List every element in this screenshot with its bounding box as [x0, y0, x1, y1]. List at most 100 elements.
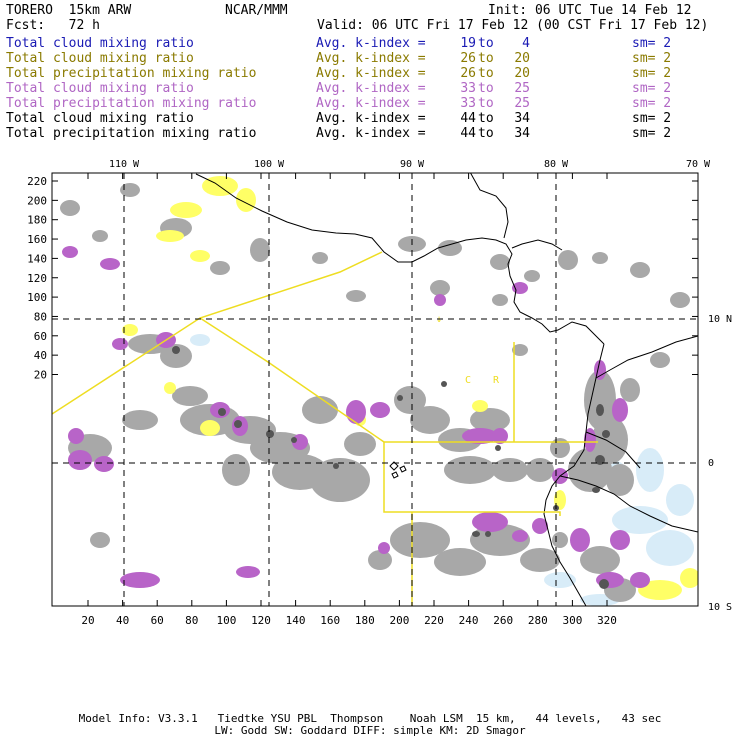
- legend-avg-label: Avg. k-index =: [316, 66, 426, 81]
- legend-range-from: 26: [460, 51, 476, 66]
- field-blob: [554, 490, 566, 510]
- x-tick-label: 320: [597, 614, 617, 627]
- field-blob: [638, 580, 682, 600]
- legend-avg-label: Avg. k-index =: [316, 96, 426, 111]
- legend-range-to-word: to: [478, 51, 494, 66]
- x-tick-label: 80: [185, 614, 198, 627]
- y-tick-label: 180: [27, 214, 47, 227]
- field-blob: [584, 428, 596, 452]
- field-blob: [344, 432, 376, 456]
- field-blob: [346, 400, 366, 424]
- region-label-c: C: [465, 375, 471, 386]
- mexico-coast: [195, 173, 605, 345]
- field-blob: [234, 420, 242, 428]
- x-tick-label: 200: [389, 614, 409, 627]
- latitude-label: 10 S: [708, 602, 732, 613]
- latitude-label: 10 N: [708, 314, 732, 325]
- field-blob: [94, 456, 114, 472]
- legend-row: Total cloud mixing ratio Avg. k-index = 19…: [6, 36, 736, 51]
- init-time: Init: 06 UTC Tue 14 Feb 12: [488, 3, 692, 18]
- y-tick-label: 20: [34, 369, 47, 382]
- field-blob: [485, 531, 491, 537]
- field-blob: [680, 568, 698, 588]
- x-tick-label: 180: [355, 614, 375, 627]
- field-blob: [470, 408, 510, 432]
- field-blob: [397, 395, 403, 401]
- x-tick-label: 140: [286, 614, 306, 627]
- legend-smoothing: sm= 2: [632, 51, 672, 66]
- legend-row: Total precipitation mixing ratio Avg. k-i…: [6, 126, 736, 141]
- field-blob: [512, 344, 528, 356]
- field-blob: [156, 230, 184, 242]
- map-panel: ↓ C R 20 40 60 80 100 120 140 160 180 200 220 240 26…: [27, 159, 732, 627]
- field-blob: [612, 506, 668, 534]
- field-blob: [495, 445, 501, 451]
- y-tick-label: 60: [34, 330, 47, 343]
- field-blob: [584, 370, 616, 430]
- x-tick-label: 120: [251, 614, 271, 627]
- valid-time: Valid: 06 UTC Fri 17 Feb 12 (00 CST Fri …: [317, 18, 709, 33]
- legend-avg-label: Avg. k-index =: [316, 126, 426, 141]
- field-blob: [222, 454, 250, 486]
- legend-range-from: 44: [460, 126, 476, 141]
- field-blob: [122, 324, 138, 336]
- field-blob: [112, 338, 128, 350]
- field-blob: [592, 252, 608, 264]
- legend-range-from: 26: [460, 66, 476, 81]
- field-blob: [630, 262, 650, 278]
- x-tick-label: 220: [424, 614, 444, 627]
- south-america-interior: [595, 335, 698, 379]
- longitude-label: 80 W: [544, 159, 569, 170]
- field-blob: [610, 530, 630, 550]
- latitude-label: 0: [708, 458, 714, 469]
- legend-field-name: Total precipitation mixing ratio: [6, 96, 257, 111]
- legend-field-name: Total cloud mixing ratio: [6, 51, 194, 66]
- legend-range-to-word: to: [478, 96, 494, 111]
- field-blob: [441, 381, 447, 387]
- legend-range-from: 44: [460, 111, 476, 126]
- field-blob: [266, 430, 274, 438]
- legend-range-to: 4: [522, 36, 530, 51]
- map-frame: [51, 172, 699, 607]
- field-blob: [472, 512, 508, 532]
- field-blob: [291, 437, 297, 443]
- legend-row: Total cloud mixing ratio Avg. k-index = 26…: [6, 51, 736, 66]
- legend-range-to-word: to: [478, 36, 494, 51]
- legend-range-to-word: to: [478, 81, 494, 96]
- boundary-west: [199, 317, 385, 443]
- model-info-line: Model Info: V3.3.1 Tiedtke YSU PBL Thomp…: [78, 712, 662, 725]
- x-tick-label: 240: [459, 614, 479, 627]
- field-blob: [410, 406, 450, 434]
- legend-row: Total precipitation mixing ratio Avg. k-i…: [6, 66, 736, 81]
- legend-field-name: Total precipitation mixing ratio: [6, 126, 257, 141]
- longitude-label: 100 W: [254, 159, 285, 170]
- legend-smoothing: sm= 2: [632, 66, 672, 81]
- legend-range-to: 25: [514, 81, 530, 96]
- galapagos: [389, 461, 407, 479]
- field-blob: [492, 458, 528, 482]
- longitude-label: 90 W: [400, 159, 425, 170]
- yucatan-coast: [469, 173, 509, 239]
- legend-smoothing: sm= 2: [632, 96, 672, 111]
- x-tick-label: 300: [562, 614, 582, 627]
- field-blob: [526, 458, 554, 482]
- longitude-label: 110 W: [109, 159, 140, 170]
- field-blob: [172, 386, 208, 406]
- caribbean-coast: [511, 239, 563, 251]
- legend-range-to: 25: [514, 96, 530, 111]
- field-blob: [170, 202, 202, 218]
- field-blob: [492, 428, 508, 444]
- field-blob: [558, 250, 578, 270]
- legend-range-from: 33: [460, 96, 476, 111]
- model-title: TORERO 15km ARW: [6, 3, 132, 18]
- legend-field-name: Total cloud mixing ratio: [6, 81, 194, 96]
- field-blob: [444, 456, 496, 484]
- field-blob: [434, 548, 486, 576]
- field-blob: [630, 572, 650, 588]
- y-tick-label: 40: [34, 349, 47, 362]
- field-blob: [434, 294, 446, 306]
- field-blob: [90, 532, 110, 548]
- x-tick-label: 100: [216, 614, 236, 627]
- field-blob: [160, 344, 192, 368]
- y-tick-label: 220: [27, 175, 47, 188]
